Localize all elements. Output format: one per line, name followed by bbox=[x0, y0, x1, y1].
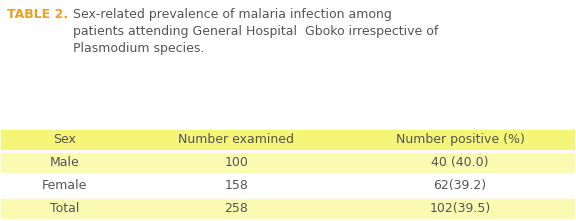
Text: Female: Female bbox=[41, 179, 87, 192]
FancyBboxPatch shape bbox=[346, 151, 575, 174]
FancyBboxPatch shape bbox=[346, 128, 575, 151]
Text: 258: 258 bbox=[225, 202, 248, 215]
Text: 102(39.5): 102(39.5) bbox=[429, 202, 491, 215]
FancyBboxPatch shape bbox=[1, 197, 127, 220]
FancyBboxPatch shape bbox=[127, 174, 346, 197]
Text: 158: 158 bbox=[225, 179, 248, 192]
FancyBboxPatch shape bbox=[346, 174, 575, 197]
Text: Sex: Sex bbox=[53, 133, 76, 146]
FancyBboxPatch shape bbox=[1, 151, 127, 174]
FancyBboxPatch shape bbox=[1, 174, 127, 197]
Text: Total: Total bbox=[50, 202, 79, 215]
FancyBboxPatch shape bbox=[127, 128, 346, 151]
Text: Number positive (%): Number positive (%) bbox=[396, 133, 524, 146]
Text: 62(39.2): 62(39.2) bbox=[433, 179, 487, 192]
Text: Number examined: Number examined bbox=[179, 133, 294, 146]
FancyBboxPatch shape bbox=[346, 197, 575, 220]
Text: Sex-related prevalence of malaria infection among
patients attending General Hos: Sex-related prevalence of malaria infect… bbox=[73, 8, 438, 55]
FancyBboxPatch shape bbox=[127, 197, 346, 220]
FancyBboxPatch shape bbox=[1, 128, 127, 151]
Text: 40 (40.0): 40 (40.0) bbox=[431, 156, 488, 169]
Text: 100: 100 bbox=[225, 156, 248, 169]
FancyBboxPatch shape bbox=[127, 151, 346, 174]
Text: TABLE 2.: TABLE 2. bbox=[7, 8, 68, 21]
Text: Male: Male bbox=[50, 156, 79, 169]
